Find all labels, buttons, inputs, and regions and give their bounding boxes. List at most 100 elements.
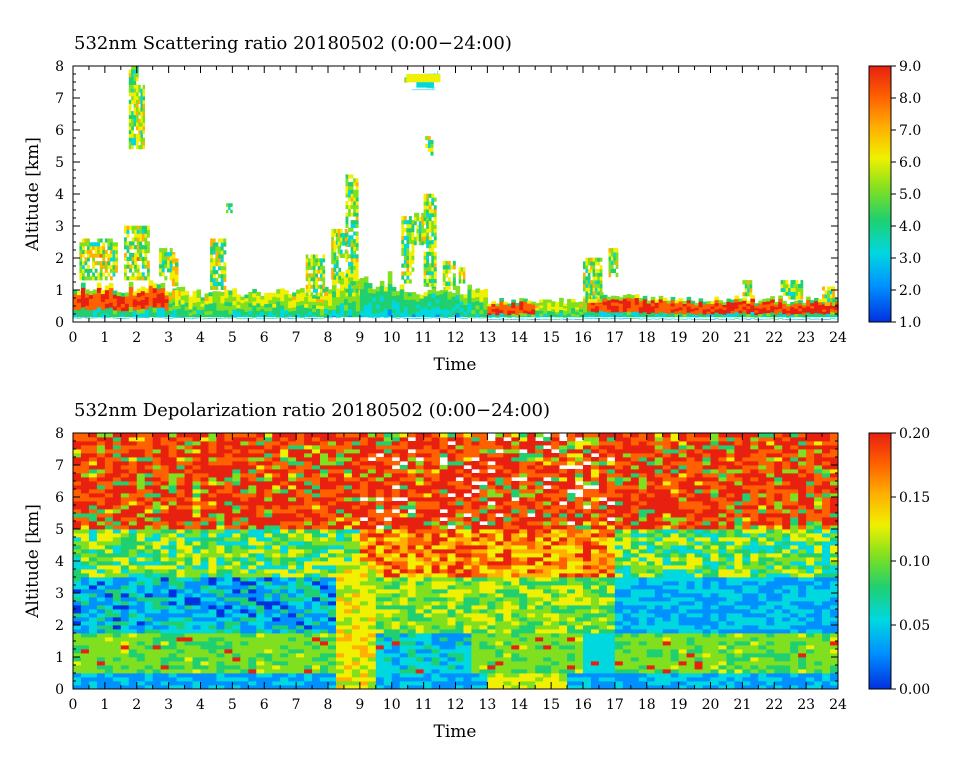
field-cell	[320, 299, 325, 303]
field-cell	[336, 309, 341, 313]
field-cell	[89, 477, 97, 481]
field-cell	[814, 310, 819, 313]
field-cell	[169, 661, 177, 665]
field-cell	[691, 314, 696, 317]
field-cell	[313, 266, 316, 270]
field-cell	[224, 314, 229, 318]
field-cell	[221, 246, 224, 250]
field-cell	[193, 633, 201, 637]
field-cell	[404, 307, 409, 311]
field-cell	[459, 305, 464, 309]
field-cell	[456, 290, 461, 295]
field-cell	[97, 581, 105, 585]
field-cell	[87, 273, 90, 277]
field-cell	[216, 441, 224, 445]
field-cell	[793, 288, 796, 292]
field-cell	[487, 315, 492, 317]
field-cell	[137, 613, 145, 617]
field-cell	[143, 107, 145, 111]
field-cell	[177, 533, 185, 537]
field-cell	[145, 313, 150, 317]
field-cell	[603, 302, 608, 306]
field-cell	[132, 245, 135, 249]
field-cell	[535, 312, 540, 315]
field-cell	[296, 485, 304, 489]
field-cell	[210, 242, 213, 246]
field-cell	[193, 621, 201, 625]
field-cell	[208, 461, 216, 465]
field-cell	[105, 569, 113, 573]
field-cell	[193, 469, 201, 473]
field-cell	[272, 601, 280, 605]
field-cell	[177, 561, 185, 565]
field-cell	[73, 681, 81, 685]
field-cell	[288, 677, 296, 681]
field-cell	[406, 264, 409, 268]
field-cell	[750, 315, 755, 317]
field-cell	[134, 265, 137, 269]
field-cell	[113, 246, 116, 250]
field-cell	[563, 310, 568, 313]
field-cell	[738, 299, 743, 302]
field-cell	[424, 240, 427, 244]
field-cell	[750, 284, 753, 288]
field-cell	[280, 481, 288, 485]
field-cell	[161, 481, 169, 485]
field-cell	[304, 465, 312, 469]
field-cell	[140, 115, 142, 119]
field-cell	[153, 473, 161, 477]
field-cell	[89, 541, 97, 545]
field-cell	[224, 561, 232, 565]
field-cell	[153, 529, 161, 533]
field-cell	[121, 645, 129, 649]
field-cell	[185, 477, 193, 481]
field-cell	[711, 301, 716, 304]
field-cell	[153, 621, 161, 625]
field-cell	[431, 244, 434, 248]
field-cell	[312, 605, 320, 609]
field-cell	[312, 625, 320, 629]
field-cell	[121, 665, 129, 669]
field-cell	[137, 581, 145, 585]
field-cell	[228, 306, 233, 310]
field-cell	[161, 561, 169, 565]
field-cell	[585, 299, 588, 303]
field-cell	[264, 681, 272, 685]
field-cell	[256, 473, 264, 477]
field-cell	[264, 653, 272, 657]
field-cell	[334, 233, 337, 237]
field-cell	[105, 461, 113, 465]
field-cell	[800, 280, 803, 284]
field-cell	[137, 521, 145, 525]
field-cell	[308, 258, 311, 262]
field-cell	[105, 317, 110, 318]
field-cell	[308, 301, 313, 305]
field-cell	[272, 537, 280, 541]
field-cell	[471, 290, 476, 294]
field-cell	[758, 303, 763, 306]
field-cell	[463, 318, 468, 319]
field-cell	[97, 565, 105, 569]
field-cell	[320, 557, 328, 561]
field-cell	[320, 521, 328, 525]
field-cell	[144, 257, 147, 261]
field-cell	[296, 445, 304, 449]
field-cell	[396, 303, 401, 307]
field-cell	[89, 295, 94, 299]
field-cell	[296, 501, 304, 505]
field-cell	[790, 302, 795, 305]
field-cell	[750, 292, 753, 296]
field-cell	[153, 605, 161, 609]
field-cell	[136, 141, 139, 145]
field-cell	[306, 254, 309, 258]
field-cell	[153, 565, 161, 569]
field-cell	[356, 201, 359, 205]
field-cell	[240, 613, 248, 617]
field-cell	[129, 88, 132, 92]
field-cell	[107, 242, 110, 246]
field-cell	[189, 297, 194, 300]
field-cell	[121, 469, 129, 473]
field-cell	[161, 537, 169, 541]
field-cell	[479, 314, 484, 317]
field-cell	[109, 307, 114, 312]
